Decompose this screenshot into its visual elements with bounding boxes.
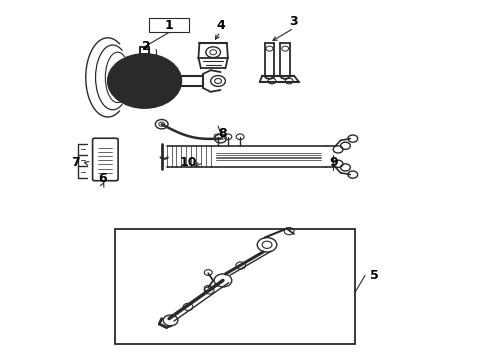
Text: 10: 10 (180, 156, 197, 169)
Text: 9: 9 (329, 156, 338, 169)
Text: 7: 7 (72, 156, 80, 169)
Text: 8: 8 (219, 127, 227, 140)
FancyBboxPatch shape (93, 138, 118, 181)
Circle shape (108, 54, 181, 108)
Text: 2: 2 (142, 40, 150, 53)
Text: 5: 5 (370, 269, 379, 282)
Bar (149, 18, 189, 32)
Text: 4: 4 (216, 19, 225, 32)
Text: 1: 1 (165, 19, 173, 32)
Text: 6: 6 (98, 172, 107, 185)
Text: 3: 3 (290, 15, 298, 28)
Bar (115, 229, 355, 344)
